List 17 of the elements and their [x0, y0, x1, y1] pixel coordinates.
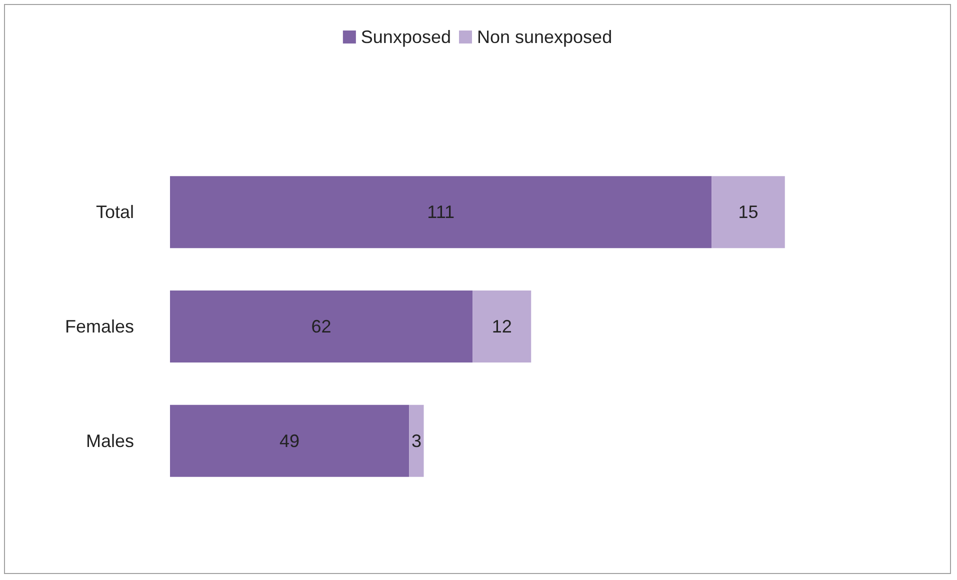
bar	[170, 404, 410, 477]
bar	[170, 290, 473, 362]
data-label: 49	[280, 430, 300, 451]
bar	[170, 176, 712, 248]
data-label: 111	[427, 202, 455, 222]
legend-label: Non sunexposed	[476, 27, 612, 47]
data-label: 3	[411, 430, 422, 451]
bar	[472, 290, 532, 362]
y-tick-label: Females	[64, 316, 134, 336]
y-tick-label: Total	[96, 202, 134, 222]
data-label: 12	[492, 316, 512, 336]
bar	[409, 404, 424, 477]
bar	[712, 176, 785, 248]
data-label: 62	[311, 316, 332, 336]
y-tick-label: Males	[86, 430, 134, 451]
data-label: 15	[738, 202, 758, 222]
legend-label: Sunxposed	[360, 27, 451, 47]
